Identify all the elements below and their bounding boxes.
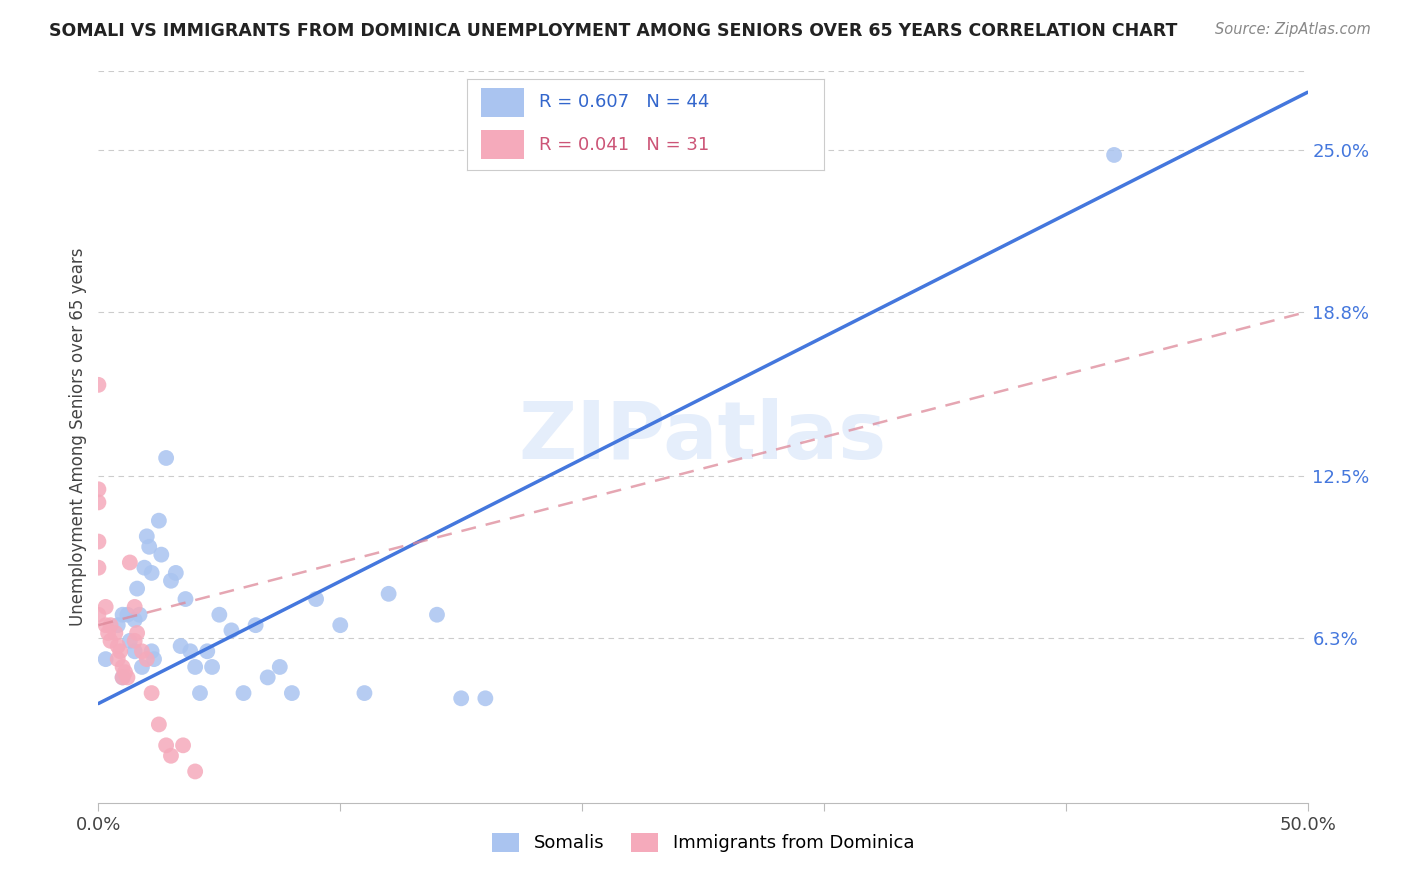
Point bbox=[179, 644, 201, 658]
Point bbox=[201, 660, 224, 674]
Point bbox=[188, 686, 211, 700]
Point bbox=[150, 548, 173, 562]
Point bbox=[97, 626, 120, 640]
Point bbox=[221, 624, 243, 638]
Point bbox=[134, 560, 156, 574]
Point bbox=[245, 618, 267, 632]
Point bbox=[87, 495, 110, 509]
Point bbox=[184, 660, 207, 674]
Point bbox=[124, 599, 146, 614]
Point bbox=[107, 652, 129, 666]
Point bbox=[111, 660, 134, 674]
Text: Source: ZipAtlas.com: Source: ZipAtlas.com bbox=[1215, 22, 1371, 37]
Point bbox=[87, 560, 110, 574]
Point bbox=[148, 717, 170, 731]
Point bbox=[118, 633, 141, 648]
Point bbox=[195, 644, 218, 658]
Point bbox=[111, 670, 134, 684]
Point bbox=[141, 644, 163, 658]
Point bbox=[305, 592, 328, 607]
Point bbox=[124, 613, 146, 627]
Point bbox=[172, 739, 194, 753]
Point bbox=[127, 626, 149, 640]
Point bbox=[1102, 148, 1125, 162]
Point bbox=[107, 618, 129, 632]
Point bbox=[127, 582, 149, 596]
Point bbox=[174, 592, 197, 607]
Point bbox=[94, 599, 117, 614]
Point bbox=[135, 529, 157, 543]
Point bbox=[450, 691, 472, 706]
Legend: Somalis, Immigrants from Dominica: Somalis, Immigrants from Dominica bbox=[485, 826, 921, 860]
Point bbox=[124, 644, 146, 658]
Point bbox=[87, 483, 110, 497]
Point bbox=[107, 639, 129, 653]
Point bbox=[100, 633, 122, 648]
Point bbox=[426, 607, 449, 622]
Text: SOMALI VS IMMIGRANTS FROM DOMINICA UNEMPLOYMENT AMONG SENIORS OVER 65 YEARS CORR: SOMALI VS IMMIGRANTS FROM DOMINICA UNEMP… bbox=[49, 22, 1178, 40]
Point bbox=[141, 566, 163, 580]
Point bbox=[94, 618, 117, 632]
Point bbox=[131, 644, 153, 658]
Point bbox=[104, 626, 127, 640]
Point bbox=[87, 377, 110, 392]
Point bbox=[208, 607, 231, 622]
Point bbox=[160, 748, 183, 763]
Point bbox=[160, 574, 183, 588]
Point bbox=[377, 587, 399, 601]
Point bbox=[87, 534, 110, 549]
Point bbox=[329, 618, 352, 632]
Point bbox=[111, 670, 134, 684]
Point bbox=[148, 514, 170, 528]
Point bbox=[117, 607, 139, 622]
Point bbox=[141, 686, 163, 700]
Point bbox=[155, 739, 177, 753]
Point bbox=[111, 607, 134, 622]
Point bbox=[143, 652, 166, 666]
Point bbox=[256, 670, 278, 684]
Point bbox=[118, 556, 141, 570]
Point bbox=[232, 686, 254, 700]
Point bbox=[114, 665, 136, 680]
Point bbox=[138, 540, 160, 554]
Point bbox=[353, 686, 375, 700]
Point bbox=[87, 607, 110, 622]
Point bbox=[131, 660, 153, 674]
Point bbox=[108, 644, 131, 658]
Point bbox=[165, 566, 187, 580]
Y-axis label: Unemployment Among Seniors over 65 years: Unemployment Among Seniors over 65 years bbox=[69, 248, 87, 626]
Point bbox=[128, 607, 150, 622]
Point bbox=[117, 670, 139, 684]
Point bbox=[184, 764, 207, 779]
Point bbox=[94, 652, 117, 666]
Point bbox=[100, 618, 122, 632]
Point bbox=[135, 652, 157, 666]
Point bbox=[155, 450, 177, 465]
Point bbox=[474, 691, 496, 706]
Point bbox=[124, 633, 146, 648]
Point bbox=[169, 639, 191, 653]
Text: ZIPatlas: ZIPatlas bbox=[519, 398, 887, 476]
Point bbox=[269, 660, 291, 674]
Point bbox=[281, 686, 304, 700]
